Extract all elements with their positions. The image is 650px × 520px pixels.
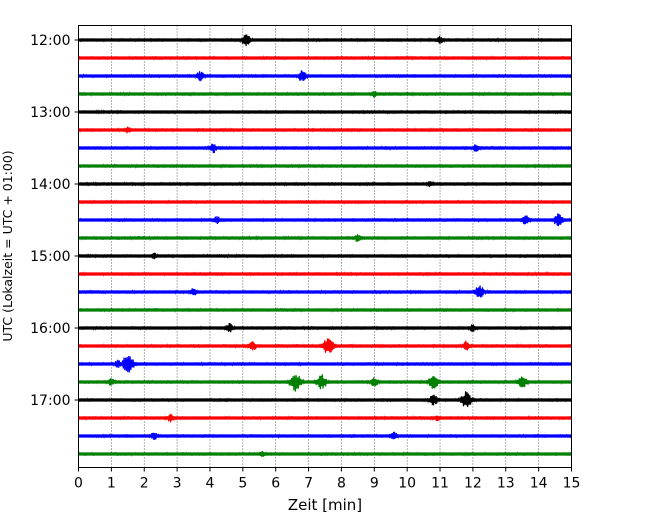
trace-event (420, 376, 447, 389)
trace-noise (78, 109, 572, 115)
trace-event (384, 431, 404, 440)
plot-frame (78, 25, 572, 468)
trace-noise (78, 127, 572, 133)
y-axis-label: UTC (Lokalzeit = UTC + 01:00) (0, 150, 15, 341)
trace-event (422, 394, 445, 406)
trace-noise (78, 144, 572, 152)
trace-noise (78, 199, 572, 205)
trace-event (203, 143, 224, 154)
x-tick-label: 14 (530, 476, 548, 492)
x-tick-label: 4 (206, 476, 215, 492)
trace-noise (78, 415, 572, 422)
x-tick-label: 12 (464, 476, 482, 492)
trace-event (546, 213, 571, 227)
x-tick-label: 2 (140, 476, 149, 492)
x-tick-label: 11 (431, 476, 449, 492)
trace-event (146, 252, 163, 260)
x-tick-label: 13 (497, 476, 515, 492)
trace-event (234, 34, 259, 47)
trace-event (366, 90, 383, 98)
trace-noise (78, 450, 572, 457)
x-tick-label: 6 (271, 476, 280, 492)
trace-noise (78, 55, 572, 61)
trace-event (348, 234, 367, 243)
x-tick-label: 8 (337, 476, 346, 492)
trace-event (254, 450, 271, 457)
x-tick-label: 1 (107, 476, 116, 492)
trace-noise (78, 325, 572, 331)
trace-event (112, 356, 143, 373)
trace-event (364, 377, 385, 387)
trace-noise (78, 270, 572, 277)
trace-noise (78, 289, 572, 295)
trace-event (467, 285, 492, 298)
trace-event (510, 376, 535, 388)
trace-noise (78, 73, 572, 79)
y-tick-label: 17:00 (30, 393, 70, 409)
trace-event (314, 338, 343, 353)
trace-event (467, 144, 486, 152)
trace-noise (78, 307, 572, 313)
trace-event (463, 324, 482, 332)
y-tick-label: 14:00 (30, 177, 70, 193)
trace-noise (78, 361, 572, 368)
trace-event (119, 126, 136, 134)
trace-event (102, 378, 121, 386)
trace-event (207, 216, 226, 225)
x-tick-label: 5 (238, 476, 247, 492)
trace-noise (78, 91, 572, 97)
seismogram-traces (78, 34, 572, 457)
x-axis-label: Zeit [min] (288, 496, 362, 514)
trace-event (184, 288, 203, 296)
x-tick-label: 7 (304, 476, 313, 492)
trace-event (219, 323, 240, 333)
trace-event (242, 341, 263, 351)
trace-event (308, 374, 335, 390)
x-tick-label: 9 (370, 476, 379, 492)
trace-event (515, 215, 536, 225)
x-tick-label: 15 (563, 476, 581, 492)
trace-event (430, 35, 450, 44)
trace-noise (78, 37, 572, 43)
trace-event (422, 180, 439, 188)
y-tick-label: 16:00 (30, 321, 70, 337)
trace-noise (78, 163, 572, 169)
trace-noise (78, 397, 572, 403)
trace-event (428, 415, 445, 422)
x-tick-label: 3 (173, 476, 182, 492)
y-tick-label: 12:00 (30, 33, 70, 49)
x-tick-label: 10 (398, 476, 416, 492)
x-axis-ticks: 0 1 2 3 4 5 6 7 8 9 10 11 12 13 14 15 (74, 467, 581, 492)
trace-noise (78, 235, 572, 241)
y-axis-ticks: 12:00 13:00 14:00 15:00 16:00 17:00 (30, 33, 79, 409)
y-tick-label: 15:00 (30, 249, 70, 265)
trace-event (290, 70, 314, 81)
trace-event (161, 413, 180, 423)
trace-noise (78, 181, 572, 187)
trace-noise (78, 217, 572, 224)
trace-event (452, 391, 481, 407)
x-tick-label: 0 (74, 476, 83, 492)
trace-event (190, 71, 211, 82)
y-tick-label: 13:00 (30, 105, 70, 121)
trace-event (456, 340, 477, 351)
trace-event (280, 375, 311, 392)
trace-event (145, 432, 164, 441)
